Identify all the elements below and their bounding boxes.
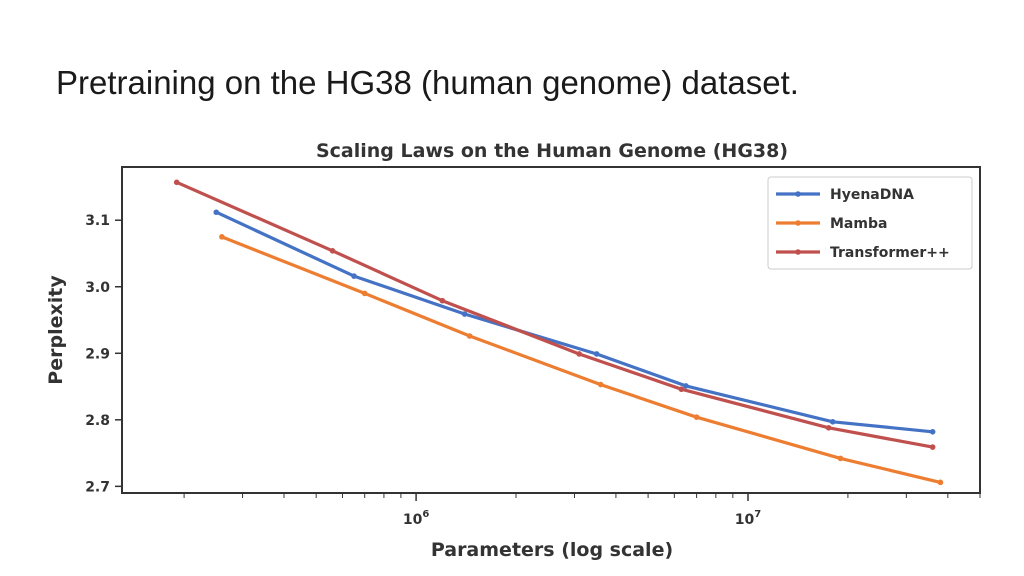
legend-label-mamba: Mamba — [830, 216, 887, 232]
series-line-mamba — [220, 235, 943, 484]
legend-marker-transformer — [795, 249, 801, 255]
data-point-hyenadna — [929, 428, 936, 435]
data-point-mamba — [937, 479, 944, 486]
series-lines — [173, 179, 944, 486]
y-tick-label: 3.1 — [85, 213, 110, 229]
data-point-hyenadna — [829, 419, 836, 425]
legend: HyenaDNA Mamba Transformer++ — [767, 176, 973, 270]
y-tick-label: 2.9 — [85, 346, 110, 362]
legend-marker-hyenadna — [795, 191, 801, 197]
chart-title: Scaling Laws on the Human Genome (HG38) — [316, 140, 788, 162]
axis-ticks: 2.7 2.8 2.9 3.0 3.1 106 107 — [85, 213, 981, 528]
data-point-transformer — [576, 351, 582, 357]
data-point-mamba — [597, 381, 604, 388]
legend-box — [767, 176, 973, 270]
data-point-hyenadna — [683, 383, 689, 389]
y-tick-label: 2.8 — [85, 413, 110, 429]
y-tick-label: 3.0 — [85, 280, 110, 296]
x-tick-label: 107 — [735, 509, 761, 528]
data-point-transformer — [678, 386, 685, 393]
data-point-mamba — [466, 333, 473, 339]
data-point-transformer — [929, 444, 936, 450]
legend-label-hyenadna: HyenaDNA — [830, 187, 914, 203]
data-point-hyenadna — [461, 311, 468, 317]
x-axis-label: Parameters (log scale) — [431, 539, 673, 561]
data-point-mamba — [219, 234, 225, 240]
data-point-mamba — [361, 290, 368, 297]
data-point-mamba — [837, 455, 844, 462]
data-point-hyenadna — [213, 209, 220, 216]
y-axis-label: Perplexity — [45, 275, 67, 385]
slide-title: Pretraining on the HG38 (human genome) d… — [56, 64, 799, 101]
data-point-transformer — [329, 248, 336, 254]
y-tick-label: 2.7 — [85, 479, 110, 495]
plot-frame — [121, 166, 981, 494]
data-point-hyenadna — [593, 351, 600, 357]
data-point-transformer — [173, 179, 180, 186]
data-point-transformer — [825, 425, 832, 431]
x-tick-label: 106 — [403, 509, 429, 528]
data-point-mamba — [693, 414, 700, 420]
data-point-transformer — [439, 297, 446, 304]
legend-label-transformer: Transformer++ — [830, 245, 950, 261]
data-point-hyenadna — [351, 273, 357, 279]
legend-marker-mamba — [795, 220, 801, 226]
